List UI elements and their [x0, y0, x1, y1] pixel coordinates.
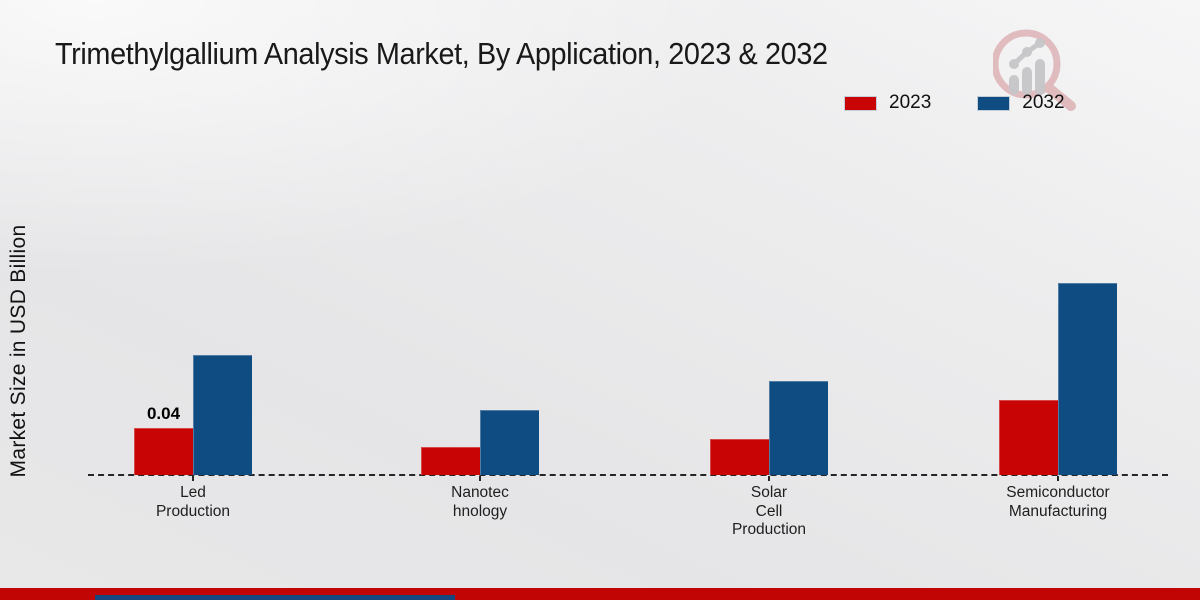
- legend-label-2032: 2032: [1022, 92, 1065, 113]
- category-label-solar-cell-production: Solar Cell Production: [731, 484, 807, 538]
- category-label-semiconductor-manufacturing: Semiconductor Manufacturing: [1006, 484, 1110, 520]
- trend-bars-icon: [1009, 38, 1045, 95]
- bar-2023-nanotechnology: [421, 447, 480, 475]
- x-axis-dashed-line: [88, 474, 1168, 476]
- x-axis-tick-led-production: [192, 476, 194, 481]
- bar-2023-solar-cell-production: [710, 439, 769, 475]
- bar-2032-nanotechnology: [480, 410, 539, 475]
- bar-value-label: 0.04: [146, 404, 181, 423]
- chart-title: Trimethylgallium Analysis Market, By App…: [55, 36, 828, 71]
- magnifier-icon: [993, 29, 1076, 111]
- bar-2023-led-production: [134, 428, 193, 475]
- category-label-nanotechnology: Nanotec hnology: [451, 484, 509, 520]
- legend-swatch-2032: [977, 95, 1011, 111]
- x-axis-tick-solar-cell-production: [768, 476, 770, 481]
- legend-item-2032: 2032: [977, 92, 1065, 114]
- category-label-led-production: Led Production: [155, 484, 231, 520]
- legend-swatch-2023: [844, 95, 877, 111]
- market-research-magnifier-logo: [993, 29, 1076, 111]
- legend-label-2023: 2023: [889, 92, 932, 113]
- legend: 2023 2032: [844, 92, 1065, 114]
- legend-item-2023: 2023: [844, 92, 931, 114]
- bar-2023-semiconductor-manufacturing: [999, 400, 1058, 475]
- bar-2032-solar-cell-production: [769, 381, 828, 475]
- footer-blue-accent: [95, 595, 455, 600]
- x-axis-tick-semiconductor-manufacturing: [1057, 476, 1059, 481]
- x-axis-tick-nanotechnology: [479, 476, 481, 481]
- bar-2032-semiconductor-manufacturing: [1058, 283, 1117, 475]
- bar-2032-led-production: [193, 355, 252, 475]
